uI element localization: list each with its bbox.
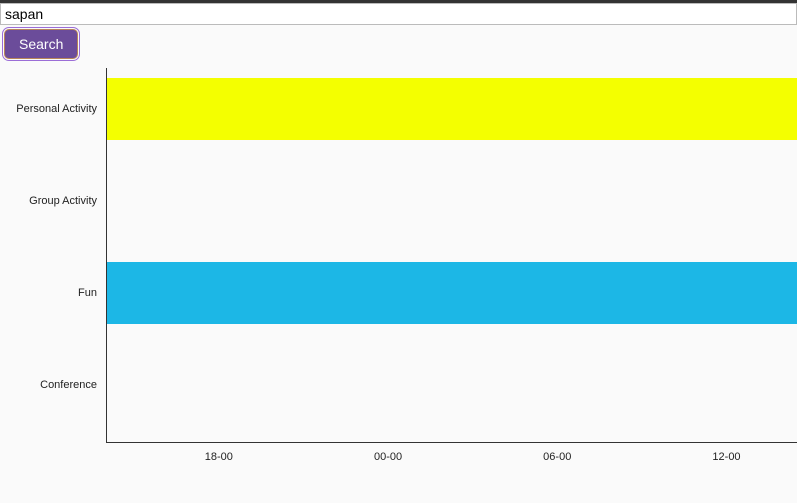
- x-label: 06-00: [543, 451, 571, 463]
- plot-area: [106, 68, 797, 443]
- bar-fun[interactable]: [107, 262, 797, 324]
- y-label: Personal Activity: [0, 103, 97, 115]
- search-input[interactable]: [0, 3, 797, 25]
- bar-personal-activity[interactable]: [107, 78, 797, 140]
- y-label: Conference: [0, 379, 97, 391]
- y-label: Group Activity: [0, 195, 97, 207]
- x-label: 18-00: [205, 451, 233, 463]
- x-label: 12-00: [712, 451, 740, 463]
- y-label: Fun: [0, 287, 97, 299]
- x-label: 00-00: [374, 451, 402, 463]
- top-bar: Search: [0, 0, 797, 63]
- search-button[interactable]: Search: [4, 29, 78, 59]
- search-button-row: Search: [0, 25, 797, 63]
- timeline-chart: Personal Activity Group Activity Fun Confer…: [0, 63, 797, 503]
